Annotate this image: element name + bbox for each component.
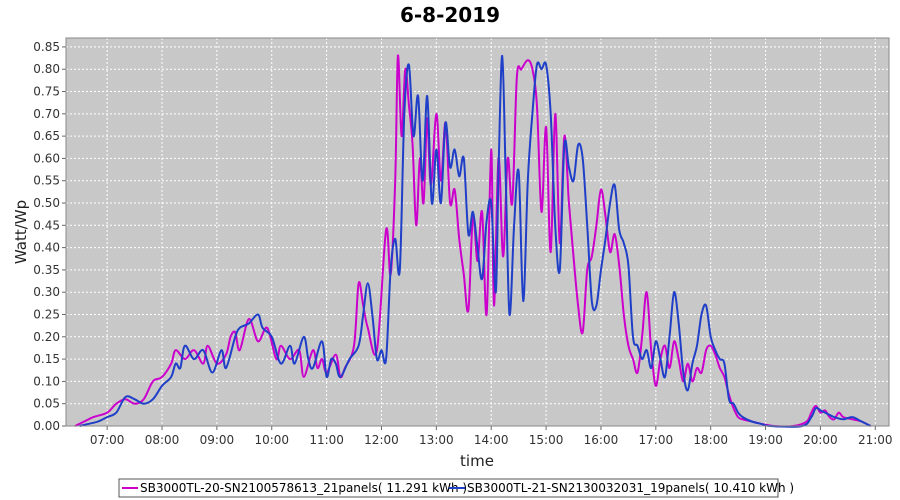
x-tick-label: 21:00 — [858, 433, 893, 447]
y-tick-label: 0.05 — [33, 397, 60, 411]
y-tick-label: 0.75 — [33, 85, 60, 99]
plot-frame — [65, 37, 890, 427]
series-layer — [74, 54, 872, 428]
x-tick-label: 18:00 — [693, 433, 728, 447]
x-tick-label: 16:00 — [584, 433, 619, 447]
x-tick-label: 14:00 — [474, 433, 509, 447]
grid — [66, 38, 889, 427]
x-tick-label: 17:00 — [639, 433, 674, 447]
y-tick-label: 0.40 — [33, 241, 60, 255]
x-tick-label: 20:00 — [803, 433, 838, 447]
y-tick-label: 0.45 — [33, 218, 60, 232]
y-tick-label: 0.25 — [33, 308, 60, 322]
y-tick-label: 0.15 — [33, 352, 60, 366]
y-tick-label: 0.50 — [33, 196, 60, 210]
y-tick-label: 0.30 — [33, 285, 60, 299]
x-tick-label: 09:00 — [200, 433, 235, 447]
x-tick-label: 13:00 — [419, 433, 454, 447]
x-tick-label: 19:00 — [748, 433, 783, 447]
y-axis-label: Watt/Wp — [12, 200, 30, 264]
y-tick-label: 0.60 — [33, 151, 60, 165]
x-axis: 07:00 08:00 09:00 10:00 11:00 12:00 13:00 14:00… — [90, 426, 893, 447]
legend-box — [118, 478, 779, 498]
y-tick-label: 0.70 — [33, 107, 60, 121]
y-tick-label: 0.85 — [33, 40, 60, 54]
y-tick-label: 0.00 — [33, 419, 60, 433]
series-line-2 — [79, 54, 872, 428]
x-tick-label: 12:00 — [364, 433, 399, 447]
legend-label-2: SB3000TL-21-SN2130032031_19panels( 10.41… — [467, 481, 794, 495]
x-axis-label: time — [460, 452, 494, 470]
y-tick-label: 0.65 — [33, 129, 60, 143]
y-tick-label: 0.20 — [33, 330, 60, 344]
legend: SB3000TL-20-SN2100578613_21panels( 11.29… — [118, 478, 794, 498]
x-tick-label: 10:00 — [254, 433, 289, 447]
y-tick-label: 0.35 — [33, 263, 60, 277]
x-tick-label: 07:00 — [90, 433, 125, 447]
x-tick-label: 15:00 — [529, 433, 564, 447]
y-tick-label: 0.10 — [33, 374, 60, 388]
y-tick-label: 0.80 — [33, 62, 60, 76]
x-tick-label: 11:00 — [309, 433, 344, 447]
x-tick-label: 08:00 — [145, 433, 180, 447]
y-tick-label: 0.55 — [33, 174, 60, 188]
y-axis: 0.00 0.05 0.10 0.15 0.20 0.25 0.30 0.35 0.40 0.45… — [33, 40, 66, 433]
legend-label-1: SB3000TL-20-SN2100578613_21panels( 11.29… — [140, 481, 467, 495]
plot-area — [66, 38, 889, 426]
chart-title: 6-8-2019 — [400, 3, 500, 27]
